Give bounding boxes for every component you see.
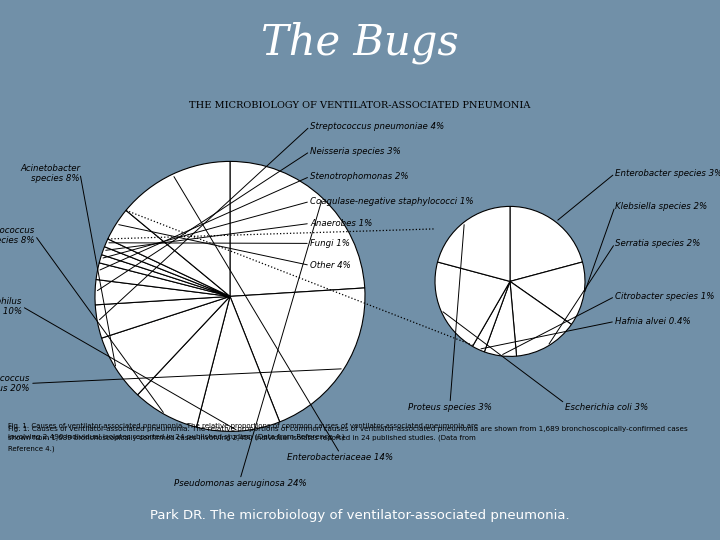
Text: Acinetobacter
species 8%: Acinetobacter species 8%: [20, 164, 80, 183]
Text: Serratia species 2%: Serratia species 2%: [615, 239, 701, 248]
Wedge shape: [510, 281, 572, 356]
Wedge shape: [96, 263, 230, 296]
Text: Pseudomonas aeruginosa 24%: Pseudomonas aeruginosa 24%: [174, 480, 307, 488]
Text: The Bugs: The Bugs: [261, 22, 459, 64]
Text: Haemophilus
species 10%: Haemophilus species 10%: [0, 296, 22, 316]
Wedge shape: [230, 161, 365, 296]
Text: Klebsiella species 2%: Klebsiella species 2%: [615, 202, 707, 211]
Wedge shape: [197, 296, 279, 431]
Text: Proteus species 3%: Proteus species 3%: [408, 403, 492, 413]
Text: Neisseria species 3%: Neisseria species 3%: [310, 147, 401, 156]
Wedge shape: [99, 255, 230, 296]
Wedge shape: [104, 239, 230, 296]
Text: Fig. 1. Causes of ventilator-associated pneumonia. The relative proportions of c: Fig. 1. Causes of ventilator-associated …: [8, 427, 688, 440]
Text: Park DR. The microbiology of ventilator-associated pneumonia.: Park DR. The microbiology of ventilator-…: [150, 509, 570, 522]
Text: Streptococcus
species 8%: Streptococcus species 8%: [0, 226, 35, 245]
Wedge shape: [510, 262, 585, 325]
Text: Fungi 1%: Fungi 1%: [310, 239, 350, 248]
Text: Reference 4.): Reference 4.): [8, 446, 55, 452]
Text: Enterobacter species 3%: Enterobacter species 3%: [615, 169, 720, 178]
Wedge shape: [472, 281, 510, 352]
Wedge shape: [126, 161, 230, 296]
Wedge shape: [138, 296, 230, 427]
Wedge shape: [102, 247, 230, 296]
Text: Escherichia coli 3%: Escherichia coli 3%: [565, 403, 648, 413]
Wedge shape: [108, 211, 230, 296]
Text: Anaerobes 1%: Anaerobes 1%: [310, 219, 372, 228]
Wedge shape: [102, 296, 230, 395]
Wedge shape: [510, 206, 582, 281]
Wedge shape: [230, 288, 365, 422]
Text: Staphylococcus
aureus 20%: Staphylococcus aureus 20%: [0, 374, 30, 393]
Text: Stenotrophomonas 2%: Stenotrophomonas 2%: [310, 172, 409, 181]
Wedge shape: [485, 281, 516, 356]
Wedge shape: [95, 296, 230, 338]
Text: Other 4%: Other 4%: [310, 261, 351, 270]
Text: THE MICROBIOLOGY OF VENTILATOR-ASSOCIATED PNEUMONIA: THE MICROBIOLOGY OF VENTILATOR-ASSOCIATE…: [189, 102, 531, 110]
Wedge shape: [435, 262, 510, 346]
Text: Coagulase-negative staphylococci 1%: Coagulase-negative staphylococci 1%: [310, 197, 474, 206]
Wedge shape: [438, 206, 510, 281]
Text: Fig. 1. Causes of ventilator-associated pneumonia. The relative proportions of c: Fig. 1. Causes of ventilator-associated …: [8, 423, 478, 429]
Text: shown from 1,689 bronchoscopically-confirmed cases involving 2,490 individual is: shown from 1,689 bronchoscopically-confi…: [8, 434, 476, 441]
Wedge shape: [95, 280, 230, 305]
Text: Hafnia alvei 0.4%: Hafnia alvei 0.4%: [615, 317, 690, 326]
Text: Citrobacter species 1%: Citrobacter species 1%: [615, 292, 714, 301]
Text: Enterobacteriaceae 14%: Enterobacteriaceae 14%: [287, 454, 393, 462]
Text: Streptococcus pneumoniae 4%: Streptococcus pneumoniae 4%: [310, 122, 444, 131]
